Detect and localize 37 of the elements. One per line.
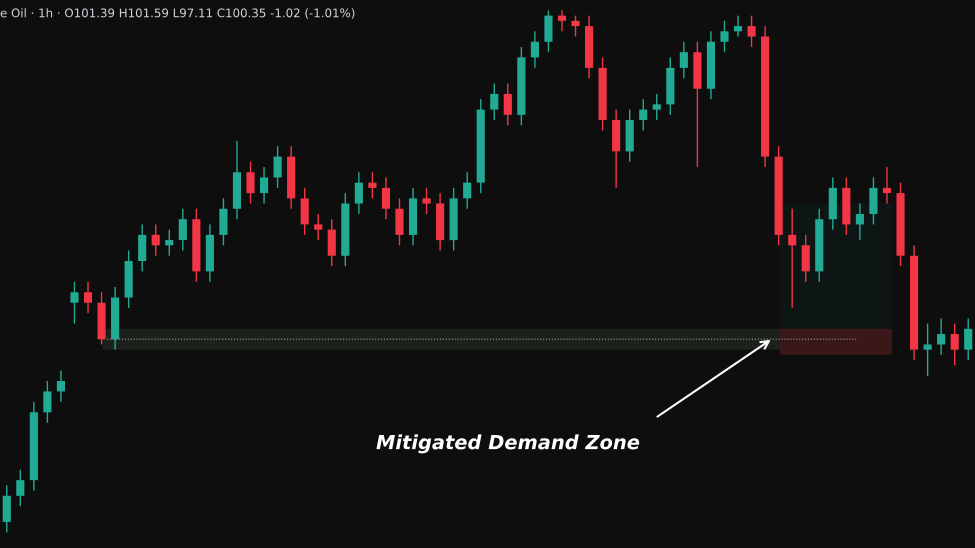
candlestick [382, 176, 390, 220]
candlestick [530, 30, 539, 69]
candlestick [680, 41, 688, 79]
candlestick [56, 370, 65, 403]
candlestick [178, 208, 187, 252]
candlestick [165, 228, 174, 256]
candlestick [368, 172, 376, 200]
candlestick [246, 161, 255, 204]
candlestick [314, 213, 322, 241]
candlestick [16, 469, 24, 507]
candlestick [748, 14, 756, 48]
candlestick [937, 318, 946, 356]
candlestick [70, 281, 79, 324]
candlestick [463, 172, 472, 210]
candlestick [950, 322, 959, 366]
candlestick [856, 202, 864, 241]
annotation: e Oil · 1h · O101.39 H101.59 L97.11 C100.35 -1.02 (-1.01%) [0, 8, 354, 19]
candlestick [558, 10, 566, 32]
candlestick [152, 224, 160, 256]
candlestick [490, 82, 498, 121]
candlestick [720, 20, 729, 53]
candlestick [882, 166, 892, 204]
candlestick [422, 187, 431, 215]
candlestick [84, 281, 92, 314]
candlestick [964, 318, 972, 361]
candlestick [260, 166, 268, 204]
candlestick [571, 14, 580, 38]
candlestick [354, 172, 363, 215]
candlestick [924, 322, 932, 376]
candlestick [43, 380, 52, 424]
candlestick [504, 82, 512, 126]
candlestick [639, 98, 648, 132]
candlestick [274, 145, 282, 189]
candlestick [788, 208, 796, 309]
annotation: Mitigated Demand Zone [376, 434, 640, 454]
candlestick [652, 93, 661, 121]
candlestick [734, 14, 742, 38]
